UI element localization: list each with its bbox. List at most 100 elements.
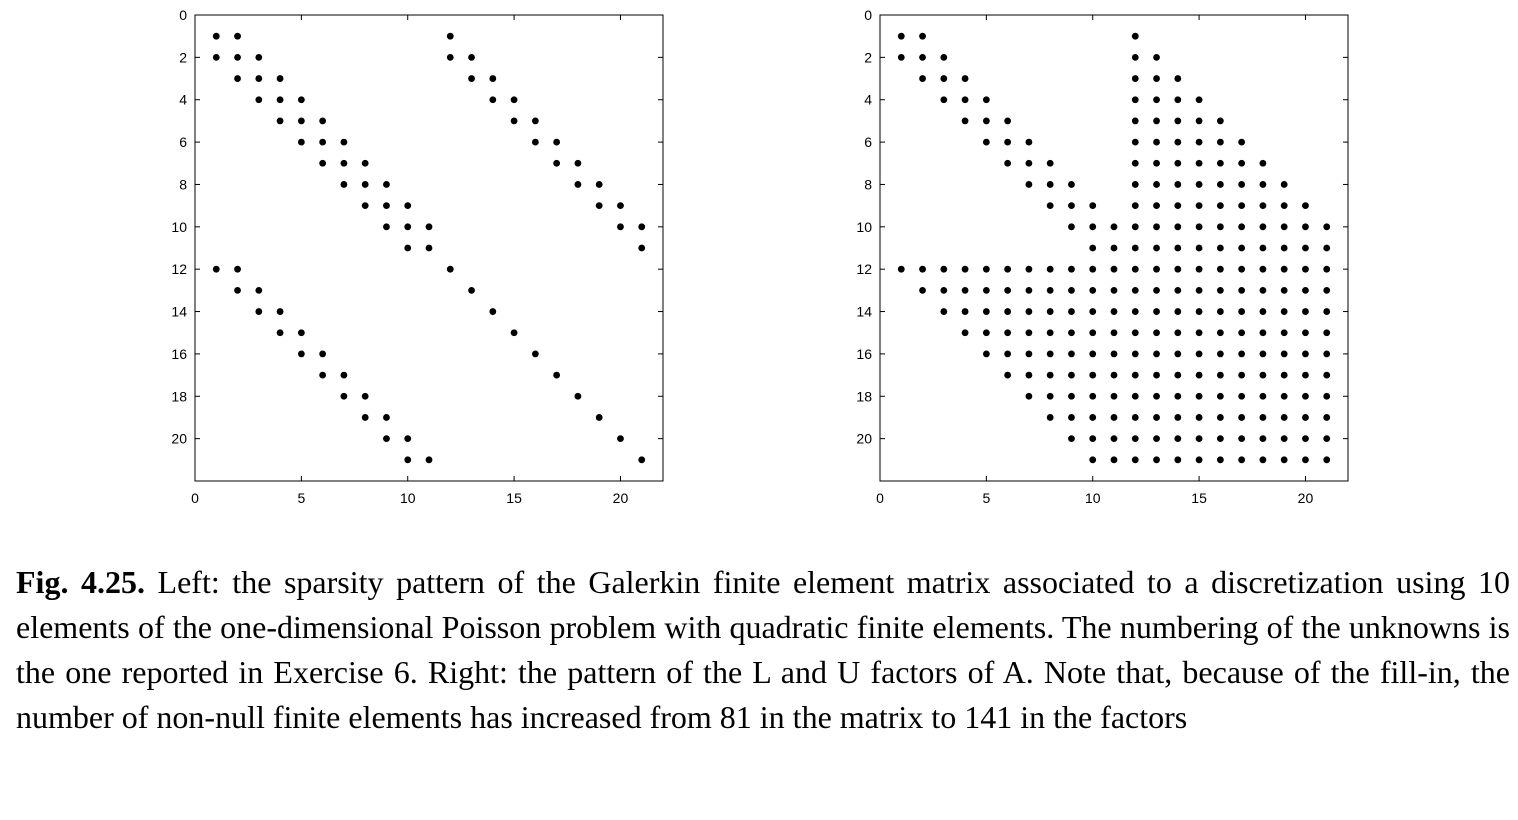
left-nonzero-point — [276, 117, 284, 125]
right-nonzero-point — [1131, 117, 1139, 125]
right-nonzero-point — [1131, 265, 1139, 273]
right-xtick-label: 10 — [1085, 490, 1101, 506]
right-nonzero-point — [1259, 350, 1267, 358]
right-nonzero-point — [1004, 308, 1012, 315]
right-nonzero-point — [1174, 181, 1182, 188]
left-nonzero-point — [234, 75, 241, 82]
right-nonzero-point — [1195, 138, 1203, 146]
right-nonzero-point — [1195, 202, 1203, 210]
right-nonzero-point — [1068, 223, 1075, 231]
right-nonzero-point — [1302, 244, 1309, 252]
right-nonzero-point — [1302, 392, 1309, 400]
left-nonzero-point — [383, 414, 390, 421]
right-nonzero-point — [897, 265, 905, 273]
left-nonzero-point — [383, 435, 390, 443]
right-nonzero-point — [1153, 350, 1160, 358]
right-nonzero-point — [1259, 244, 1267, 252]
sparsity-plot-left: 0 5 10 15 20 0 2 4 6 8 10 12 14 16 18 20 — [150, 0, 690, 515]
right-nonzero-point — [1046, 350, 1054, 358]
right-nonzero-point — [1131, 75, 1139, 82]
left-nonzero-point — [340, 392, 348, 400]
right-nonzero-point — [1089, 329, 1097, 337]
left-nonzero-point — [361, 181, 369, 188]
right-nonzero-point — [1259, 286, 1267, 294]
right-nonzero-point — [982, 96, 990, 104]
right-ytick-label: 18 — [856, 388, 872, 404]
right-nonzero-point — [1153, 223, 1160, 231]
right-nonzero-point — [1089, 350, 1097, 358]
left-nonzero-point — [319, 159, 327, 167]
left-nonzero-point — [489, 308, 497, 315]
right-nonzero-point — [1280, 435, 1288, 443]
left-xtick-label: 15 — [506, 490, 522, 506]
right-nonzero-point — [1280, 202, 1288, 210]
left-nonzero-point — [276, 96, 284, 104]
right-ytick-label: 0 — [864, 7, 872, 23]
left-nonzero-point — [446, 32, 454, 40]
right-nonzero-point — [1216, 138, 1224, 146]
right-nonzero-point — [940, 286, 948, 294]
right-nonzero-point — [1046, 329, 1054, 337]
right-nonzero-point — [1131, 350, 1139, 358]
right-nonzero-point — [1302, 286, 1309, 294]
right-nonzero-point — [1280, 223, 1288, 231]
left-nonzero-point — [595, 202, 603, 210]
left-nonzero-point — [340, 138, 348, 146]
right-nonzero-point — [1238, 159, 1246, 167]
left-ytick-label: 16 — [171, 346, 187, 362]
right-nonzero-point — [940, 75, 948, 82]
right-nonzero-point — [940, 96, 948, 104]
right-nonzero-point — [1174, 350, 1182, 358]
right-nonzero-point — [1302, 456, 1309, 464]
left-nonzero-point — [319, 138, 327, 146]
right-ytick-label: 4 — [864, 92, 872, 108]
right-nonzero-point — [982, 350, 990, 358]
right-nonzero-point — [1238, 223, 1246, 231]
right-nonzero-point — [1280, 286, 1288, 294]
right-nonzero-point — [1174, 371, 1182, 379]
right-nonzero-point — [1259, 329, 1267, 337]
left-nonzero-point — [574, 392, 582, 400]
right-nonzero-point — [1131, 456, 1139, 464]
right-nonzero-point — [1174, 117, 1182, 125]
right-nonzero-point — [1025, 265, 1033, 273]
sparsity-plot-right-svg: 0 5 10 15 20 0 2 4 6 8 10 12 14 16 18 20 — [856, 7, 1349, 506]
right-nonzero-point — [1131, 32, 1139, 40]
right-nonzero-point — [1089, 435, 1097, 443]
right-nonzero-point — [1131, 181, 1139, 188]
right-nonzero-point — [1216, 392, 1224, 400]
right-nonzero-point — [1174, 265, 1182, 273]
left-nonzero-point — [489, 75, 497, 82]
right-nonzero-point — [1131, 435, 1139, 443]
right-nonzero-point — [982, 117, 990, 125]
left-nonzero-point — [234, 286, 241, 294]
left-nonzero-point — [255, 286, 263, 294]
right-nonzero-point — [1025, 371, 1033, 379]
right-nonzero-point — [1216, 244, 1224, 252]
right-nonzero-point — [1216, 159, 1224, 167]
left-ytick-label: 8 — [179, 176, 187, 192]
right-nonzero-point — [1323, 223, 1331, 231]
left-nonzero-point — [638, 456, 646, 464]
right-nonzero-point — [1238, 244, 1246, 252]
left-nonzero-point — [553, 371, 561, 379]
right-nonzero-point — [1110, 244, 1118, 252]
left-xtick-label: 20 — [613, 490, 629, 506]
right-nonzero-point — [1238, 202, 1246, 210]
left-nonzero-point — [297, 117, 305, 125]
right-nonzero-point — [1025, 159, 1033, 167]
right-nonzero-point — [1131, 392, 1139, 400]
right-nonzero-point — [1195, 329, 1203, 337]
right-nonzero-point — [1046, 308, 1054, 315]
right-nonzero-point — [1131, 244, 1139, 252]
right-nonzero-point — [982, 265, 990, 273]
right-nonzero-point — [1153, 435, 1160, 443]
right-xtick-label: 15 — [1191, 490, 1207, 506]
right-nonzero-point — [1110, 265, 1118, 273]
right-nonzero-point — [1068, 265, 1075, 273]
right-nonzero-point — [1153, 138, 1160, 146]
right-nonzero-point — [1004, 265, 1012, 273]
right-nonzero-point — [1302, 350, 1309, 358]
right-nonzero-point — [1025, 329, 1033, 337]
right-nonzero-point — [1046, 202, 1054, 210]
